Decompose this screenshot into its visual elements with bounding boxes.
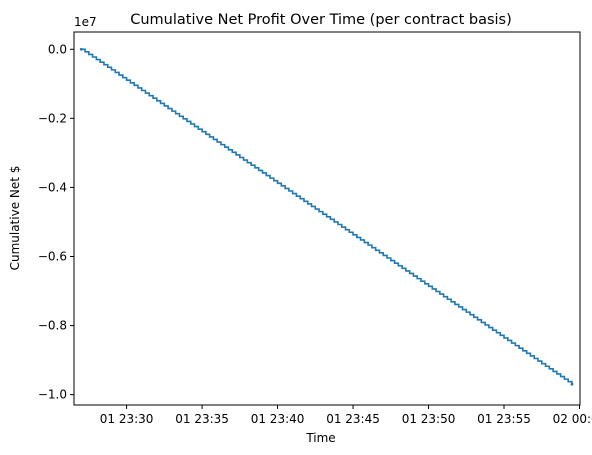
y-offset-label: 1e7 [74,15,97,29]
y-tick-label: −0.4 [38,180,67,194]
x-tick-label: 01 23:35 [175,412,229,426]
x-tick-label: 01 23:50 [402,412,456,426]
y-tick-label: −0.8 [38,319,67,333]
y-tick-label: −0.2 [38,111,67,125]
series-point [571,383,574,386]
x-tick-label: 01 23:55 [477,412,531,426]
y-tick-label: −1.0 [38,388,67,402]
y-axis: 0.0 −0.2 −0.4 −0.6 −0.8 −1.0 [38,42,74,401]
y-tick-label: −0.6 [38,249,67,263]
series-point [80,48,83,51]
y-axis-label: Cumulative Net $ [8,166,22,271]
x-axis: 01 23:30 01 23:35 01 23:40 01 23:45 01 23:50… [100,405,592,426]
x-axis-label: Time [305,431,335,445]
y-tick-label: 0.0 [48,42,67,56]
x-tick-label: 02 00:00 [553,412,592,426]
x-tick-label: 01 23:40 [251,412,305,426]
x-tick-label: 01 23:30 [100,412,154,426]
x-tick-label: 01 23:45 [326,412,380,426]
plot-area [74,32,580,405]
chart-title: Cumulative Net Profit Over Time (per con… [130,12,512,28]
